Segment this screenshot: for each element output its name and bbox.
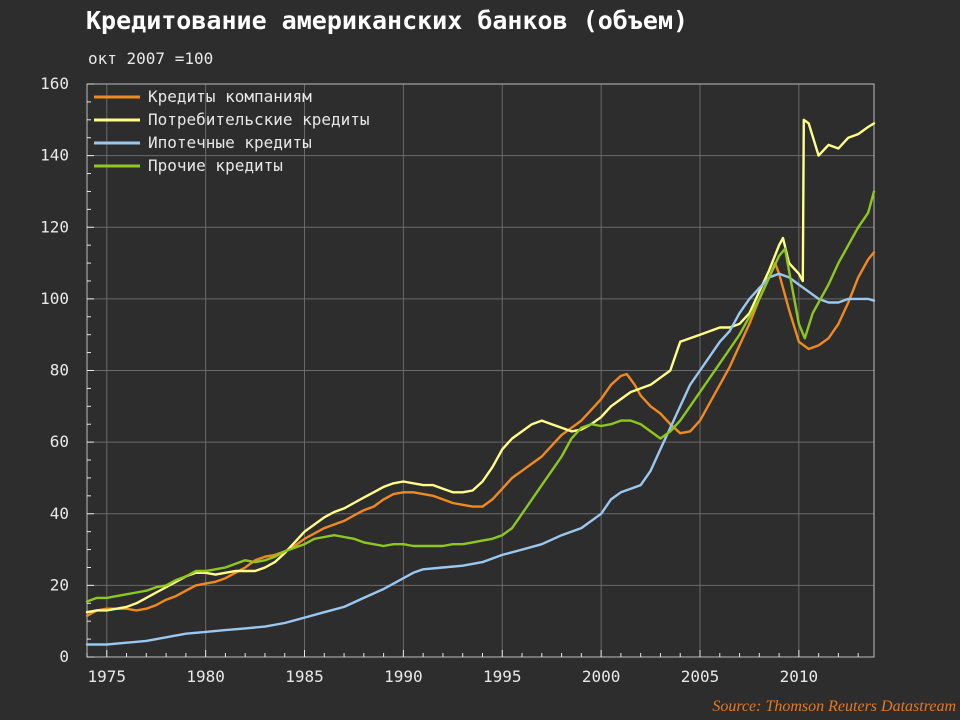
y-tick-label: 60 xyxy=(50,432,69,451)
chart-title: Кредитование американских банков (объем) xyxy=(86,6,689,35)
x-tick-label: 1985 xyxy=(285,667,324,686)
x-tick-label: 2000 xyxy=(582,667,621,686)
y-tick-label: 40 xyxy=(50,504,69,523)
series-line-1 xyxy=(85,251,876,617)
x-axis-ticks: 1975 1980 1985 1990 1995 2000 2005 2010 xyxy=(86,650,859,686)
y-tick-label: 160 xyxy=(40,74,69,93)
legend-label-2: Потребительские кредиты xyxy=(148,110,370,129)
x-tick-label: 2005 xyxy=(681,667,720,686)
legend-label-1: Кредиты компаниям xyxy=(148,87,312,106)
y-tick-label: 0 xyxy=(59,647,69,666)
y-tick-label: 120 xyxy=(40,217,69,236)
x-tick-label: 1990 xyxy=(384,667,423,686)
y-axis-ticks: 0 20 40 60 80 100 120 140 160 xyxy=(40,74,94,666)
x-tick-label: 1980 xyxy=(186,667,225,686)
y-tick-label: 80 xyxy=(50,361,69,380)
y-tick-label: 140 xyxy=(40,146,69,165)
legend-label-3: Ипотечные кредиты xyxy=(148,133,312,152)
y-tick-label: 20 xyxy=(50,575,69,594)
series-lines xyxy=(85,118,876,646)
x-tick-label: 2010 xyxy=(780,667,819,686)
source-note: Source: Thomson Reuters Datastream xyxy=(712,698,956,715)
series-line-2 xyxy=(85,118,876,614)
legend-label-4: Прочие кредиты xyxy=(148,156,283,175)
series-line-4 xyxy=(85,190,876,603)
legend: Кредиты компаниям Потребительские кредиты… xyxy=(94,87,370,175)
series-line-3 xyxy=(85,272,876,646)
x-tick-label: 1975 xyxy=(88,667,127,686)
x-tick-label: 1995 xyxy=(483,667,522,686)
chart-subtitle: окт 2007 =100 xyxy=(88,49,214,68)
y-tick-label: 100 xyxy=(40,289,69,308)
